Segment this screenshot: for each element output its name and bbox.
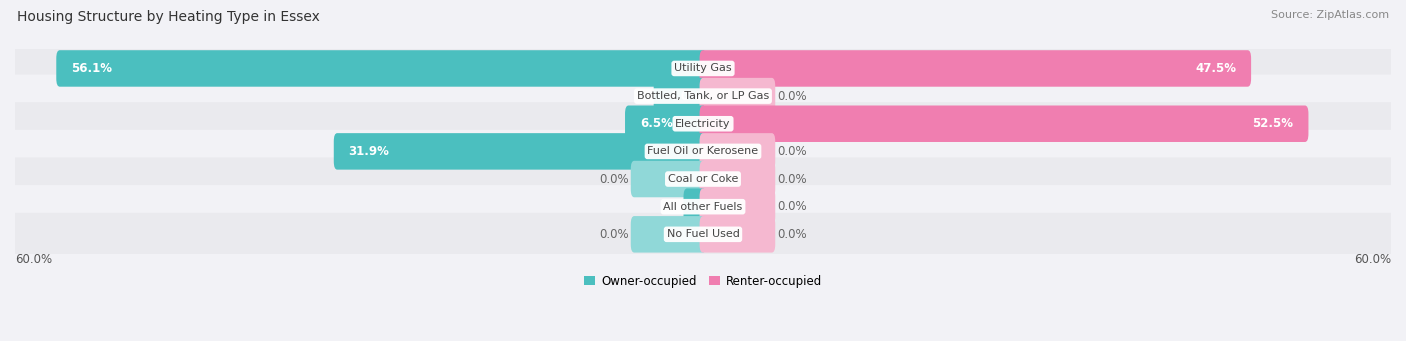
FancyBboxPatch shape <box>700 78 775 114</box>
FancyBboxPatch shape <box>700 161 775 197</box>
Text: 56.1%: 56.1% <box>72 62 112 75</box>
FancyBboxPatch shape <box>11 213 1395 256</box>
Text: 0.0%: 0.0% <box>778 145 807 158</box>
FancyBboxPatch shape <box>56 50 706 87</box>
Text: No Fuel Used: No Fuel Used <box>666 229 740 239</box>
FancyBboxPatch shape <box>700 133 775 169</box>
FancyBboxPatch shape <box>11 47 1395 90</box>
Text: 0.0%: 0.0% <box>778 173 807 186</box>
FancyBboxPatch shape <box>683 189 706 225</box>
Text: 0.0%: 0.0% <box>599 173 628 186</box>
Text: 60.0%: 60.0% <box>1354 253 1391 266</box>
FancyBboxPatch shape <box>700 189 775 225</box>
Text: Source: ZipAtlas.com: Source: ZipAtlas.com <box>1271 10 1389 20</box>
Text: 0.0%: 0.0% <box>599 228 628 241</box>
Text: Bottled, Tank, or LP Gas: Bottled, Tank, or LP Gas <box>637 91 769 101</box>
Text: Utility Gas: Utility Gas <box>675 63 731 73</box>
FancyBboxPatch shape <box>333 133 706 169</box>
FancyBboxPatch shape <box>700 105 1309 142</box>
FancyBboxPatch shape <box>654 78 706 114</box>
Text: 1.4%: 1.4% <box>699 200 731 213</box>
Text: All other Fuels: All other Fuels <box>664 202 742 212</box>
FancyBboxPatch shape <box>700 50 1251 87</box>
Text: Fuel Oil or Kerosene: Fuel Oil or Kerosene <box>647 146 759 157</box>
Text: 0.0%: 0.0% <box>778 90 807 103</box>
Text: Electricity: Electricity <box>675 119 731 129</box>
FancyBboxPatch shape <box>11 75 1395 118</box>
Text: 60.0%: 60.0% <box>15 253 52 266</box>
Text: 31.9%: 31.9% <box>349 145 389 158</box>
Text: Housing Structure by Heating Type in Essex: Housing Structure by Heating Type in Ess… <box>17 10 319 24</box>
Text: 6.5%: 6.5% <box>640 117 673 130</box>
Text: 4.0%: 4.0% <box>669 90 702 103</box>
Legend: Owner-occupied, Renter-occupied: Owner-occupied, Renter-occupied <box>579 270 827 293</box>
Text: 0.0%: 0.0% <box>778 200 807 213</box>
Text: 0.0%: 0.0% <box>778 228 807 241</box>
FancyBboxPatch shape <box>700 216 775 253</box>
FancyBboxPatch shape <box>626 105 706 142</box>
Text: Coal or Coke: Coal or Coke <box>668 174 738 184</box>
Text: 47.5%: 47.5% <box>1195 62 1236 75</box>
FancyBboxPatch shape <box>11 158 1395 201</box>
FancyBboxPatch shape <box>631 216 706 253</box>
FancyBboxPatch shape <box>631 161 706 197</box>
FancyBboxPatch shape <box>11 185 1395 228</box>
FancyBboxPatch shape <box>11 102 1395 145</box>
Text: 52.5%: 52.5% <box>1253 117 1294 130</box>
FancyBboxPatch shape <box>11 130 1395 173</box>
